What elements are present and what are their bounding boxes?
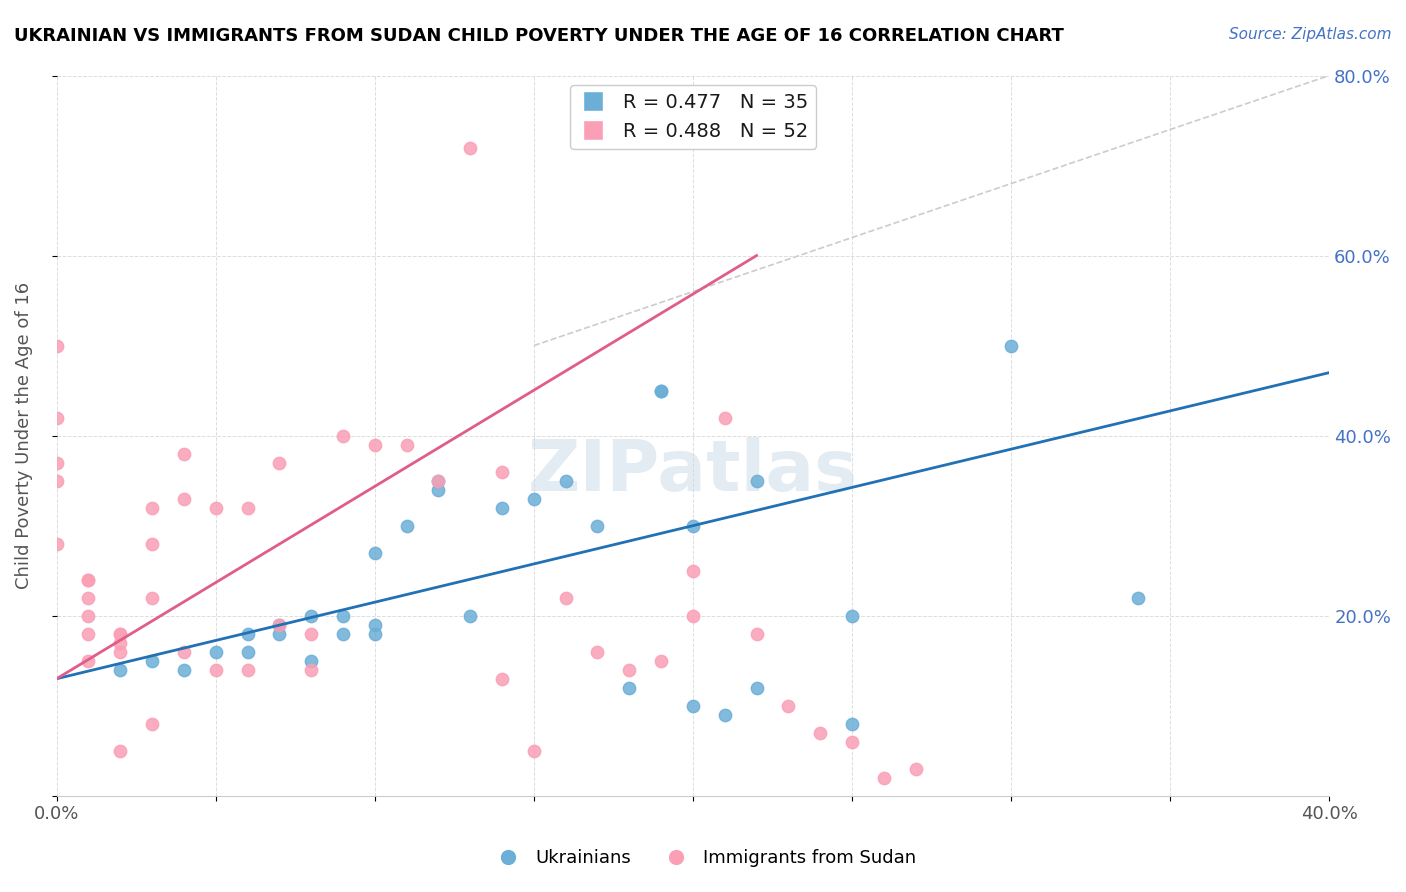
Point: [491, 500, 513, 515]
Text: ZIPatlas: ZIPatlas: [527, 437, 858, 506]
Point: [586, 645, 609, 659]
Point: [332, 608, 354, 623]
Point: [45, 456, 67, 470]
Point: [45, 474, 67, 488]
Point: [554, 474, 576, 488]
Point: [269, 617, 291, 632]
Point: [364, 437, 387, 451]
Point: [332, 626, 354, 640]
Point: [491, 465, 513, 479]
Point: [1000, 338, 1022, 352]
Point: [364, 546, 387, 560]
Point: [173, 447, 195, 461]
Point: [491, 672, 513, 686]
Point: [110, 663, 132, 677]
Point: [873, 771, 896, 785]
Point: [110, 645, 132, 659]
Point: [841, 608, 863, 623]
Point: [395, 437, 418, 451]
Point: [427, 483, 450, 497]
Point: [236, 645, 259, 659]
Point: [745, 626, 768, 640]
Point: [682, 564, 704, 578]
Point: [682, 518, 704, 533]
Point: [141, 500, 163, 515]
Y-axis label: Child Poverty Under the Age of 16: Child Poverty Under the Age of 16: [15, 282, 32, 590]
Text: Source: ZipAtlas.com: Source: ZipAtlas.com: [1229, 27, 1392, 42]
Point: [77, 608, 100, 623]
Point: [364, 617, 387, 632]
Point: [523, 491, 546, 506]
Point: [77, 654, 100, 668]
Point: [682, 698, 704, 713]
Point: [141, 591, 163, 605]
Point: [713, 410, 735, 425]
Point: [269, 456, 291, 470]
Point: [45, 537, 67, 551]
Point: [619, 681, 641, 695]
Point: [458, 608, 481, 623]
Point: [110, 636, 132, 650]
Point: [364, 626, 387, 640]
Point: [77, 573, 100, 587]
Point: [427, 474, 450, 488]
Point: [204, 663, 226, 677]
Point: [778, 698, 800, 713]
Point: [713, 707, 735, 722]
Point: [650, 384, 672, 398]
Point: [173, 645, 195, 659]
Point: [299, 663, 322, 677]
Point: [299, 654, 322, 668]
Point: [808, 725, 831, 739]
Point: [204, 500, 226, 515]
Point: [619, 663, 641, 677]
Point: [395, 518, 418, 533]
Point: [45, 338, 67, 352]
Point: [458, 140, 481, 154]
Legend: Ukrainians, Immigrants from Sudan: Ukrainians, Immigrants from Sudan: [482, 842, 924, 874]
Point: [110, 626, 132, 640]
Point: [45, 410, 67, 425]
Point: [745, 474, 768, 488]
Point: [141, 716, 163, 731]
Point: [173, 491, 195, 506]
Text: UKRAINIAN VS IMMIGRANTS FROM SUDAN CHILD POVERTY UNDER THE AGE OF 16 CORRELATION: UKRAINIAN VS IMMIGRANTS FROM SUDAN CHILD…: [14, 27, 1064, 45]
Point: [332, 428, 354, 442]
Point: [299, 608, 322, 623]
Point: [77, 626, 100, 640]
Point: [236, 663, 259, 677]
Point: [141, 537, 163, 551]
Point: [110, 744, 132, 758]
Point: [204, 645, 226, 659]
Point: [427, 474, 450, 488]
Point: [682, 608, 704, 623]
Point: [173, 663, 195, 677]
Point: [904, 762, 927, 776]
Point: [523, 744, 546, 758]
Point: [299, 626, 322, 640]
Point: [236, 500, 259, 515]
Point: [269, 617, 291, 632]
Point: [141, 654, 163, 668]
Point: [841, 735, 863, 749]
Point: [650, 654, 672, 668]
Point: [236, 626, 259, 640]
Point: [269, 626, 291, 640]
Point: [77, 573, 100, 587]
Point: [554, 591, 576, 605]
Legend: R = 0.477   N = 35, R = 0.488   N = 52: R = 0.477 N = 35, R = 0.488 N = 52: [571, 86, 815, 149]
Point: [841, 716, 863, 731]
Point: [110, 626, 132, 640]
Point: [77, 591, 100, 605]
Point: [745, 681, 768, 695]
Point: [1128, 591, 1150, 605]
Point: [586, 518, 609, 533]
Point: [650, 384, 672, 398]
